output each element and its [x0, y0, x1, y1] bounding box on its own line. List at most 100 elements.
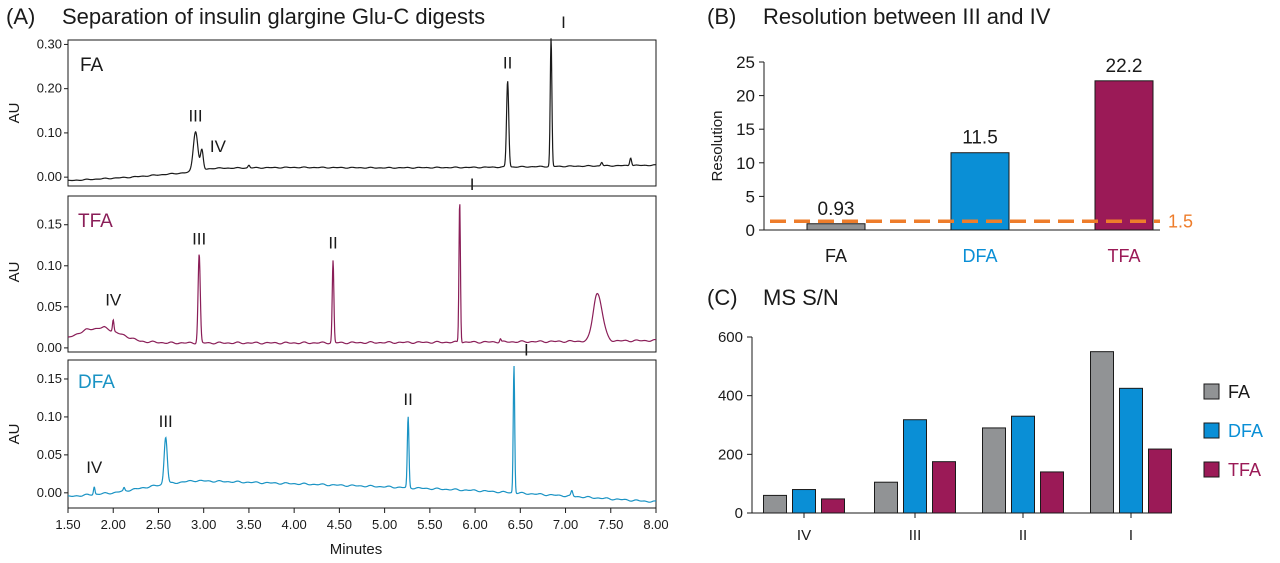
panel-a-label: (A) — [6, 4, 35, 29]
bar-dfa-iv — [792, 489, 816, 514]
bar-fa — [806, 223, 866, 231]
x-tick-label: 5.00 — [372, 517, 397, 532]
peak-label: I — [470, 175, 475, 194]
x-tick-label: 7.00 — [553, 517, 578, 532]
y-tick-label: 0 — [735, 505, 743, 522]
bar-tfa-iii — [932, 461, 956, 514]
tfa-plot-frame — [67, 195, 657, 353]
y-tick-label: 0.05 — [37, 299, 62, 314]
bar-dfa-iii — [903, 419, 927, 514]
bar-fa-iii — [874, 481, 898, 514]
bar-dfa-ii — [1011, 415, 1035, 514]
y-tick-label: 0.30 — [37, 36, 62, 51]
panel-c-title: MS S/N — [763, 285, 839, 310]
peak-label: III — [192, 229, 206, 248]
category-label: III — [909, 527, 922, 544]
bar-tfa — [1094, 80, 1154, 231]
dfa-plot-frame — [67, 359, 657, 509]
category-label: I — [1129, 527, 1133, 544]
peak-label: I — [561, 13, 566, 32]
peak-label: II — [403, 390, 412, 409]
y-tick-label: 0.10 — [37, 125, 62, 140]
dfa-y-axis-label: AU — [6, 424, 23, 445]
x-tick-label: 4.50 — [327, 517, 352, 532]
y-tick-label: 20 — [736, 87, 755, 106]
x-tick-label: 8.00 — [643, 517, 668, 532]
category-label: DFA — [962, 246, 997, 266]
dfa-y-ticks: 0.00 0.05 0.10 0.15 — [37, 371, 62, 500]
x-tick-label: 2.00 — [101, 517, 126, 532]
legend: FA DFA TFA — [1203, 382, 1263, 480]
resolution-y-axis-label: Resolution — [709, 111, 726, 182]
y-tick-label: 15 — [736, 120, 755, 139]
y-tick-label: 0.15 — [37, 217, 62, 232]
tfa-trace-line — [67, 204, 657, 345]
x-tick-label: 5.50 — [417, 517, 442, 532]
x-tick-label: 3.00 — [191, 517, 216, 532]
legend-swatch-dfa — [1203, 422, 1220, 439]
x-tick-label: 6.00 — [462, 517, 487, 532]
bar-tfa-iv — [821, 498, 845, 514]
panel-a-title: Separation of insulin glargine Glu-C dig… — [62, 4, 485, 29]
fa-y-ticks: 0.00 0.10 0.20 0.30 — [37, 36, 62, 184]
category-label: FA — [825, 246, 847, 266]
panel-b-title: Resolution between III and IV — [763, 4, 1051, 29]
peak-label: III — [188, 106, 202, 125]
x-tick-label: 3.50 — [236, 517, 261, 532]
panel-b-label: (B) — [707, 4, 736, 29]
peak-label: IV — [105, 291, 122, 310]
resolution-bar-chart: 0 5 10 15 20 25 0.93 FA 11.5 DFA 22.2 TFA 1.5 — [736, 53, 1193, 266]
y-tick-label: 25 — [736, 53, 755, 72]
bar-fa-ii — [982, 427, 1006, 514]
x-tick-label: 6.50 — [508, 517, 533, 532]
threshold-label: 1.5 — [1168, 211, 1193, 231]
category-label: TFA — [1107, 246, 1140, 266]
tfa-y-ticks: 0.00 0.05 0.10 0.15 — [37, 217, 62, 355]
y-tick-label: 0.00 — [37, 340, 62, 355]
bar-fa-i — [1090, 351, 1114, 514]
y-tick-label: 0.10 — [37, 409, 62, 424]
legend-label: TFA — [1228, 460, 1261, 480]
x-tick-label: 2.50 — [146, 517, 171, 532]
legend-swatch-tfa — [1203, 461, 1220, 478]
fa-trace-label: FA — [80, 55, 104, 76]
value-label: 11.5 — [962, 128, 998, 149]
fa-y-axis-label: AU — [6, 103, 23, 124]
bar-dfa — [950, 152, 1010, 231]
y-tick-label: 0.15 — [37, 371, 62, 386]
y-tick-label: 0.00 — [37, 169, 62, 184]
bar-fa-iv — [763, 494, 787, 514]
fa-plot-frame — [67, 39, 657, 187]
bar-dfa-i — [1119, 387, 1143, 514]
minutes-x-axis: 1.50 2.00 2.50 3.00 3.50 4.00 4.50 5.00 5.50 6.00… — [55, 508, 669, 558]
peak-label: IV — [210, 137, 227, 156]
peak-label: III — [159, 412, 173, 431]
peak-label: I — [524, 340, 529, 359]
y-tick-label: 0.05 — [37, 447, 62, 462]
legend-swatch-fa — [1203, 383, 1220, 400]
x-tick-label: 7.50 — [598, 517, 623, 532]
value-label: 22.2 — [1106, 56, 1143, 77]
x-tick-label: 1.50 — [55, 517, 80, 532]
y-tick-label: 200 — [718, 446, 743, 463]
legend-label: FA — [1228, 382, 1250, 402]
y-tick-label: 400 — [718, 388, 743, 405]
peak-label: II — [503, 54, 512, 73]
value-label: 0.93 — [818, 199, 855, 220]
dfa-trace-label: DFA — [78, 372, 115, 393]
y-tick-label: 0 — [746, 221, 755, 240]
bar-tfa-ii — [1040, 471, 1064, 514]
category-label: II — [1019, 527, 1027, 544]
tfa-trace-label: TFA — [78, 211, 113, 232]
y-tick-label: 0.20 — [37, 81, 62, 96]
x-axis-label: Minutes — [330, 541, 383, 558]
y-tick-label: 600 — [718, 329, 743, 346]
y-tick-label: 10 — [736, 154, 755, 173]
